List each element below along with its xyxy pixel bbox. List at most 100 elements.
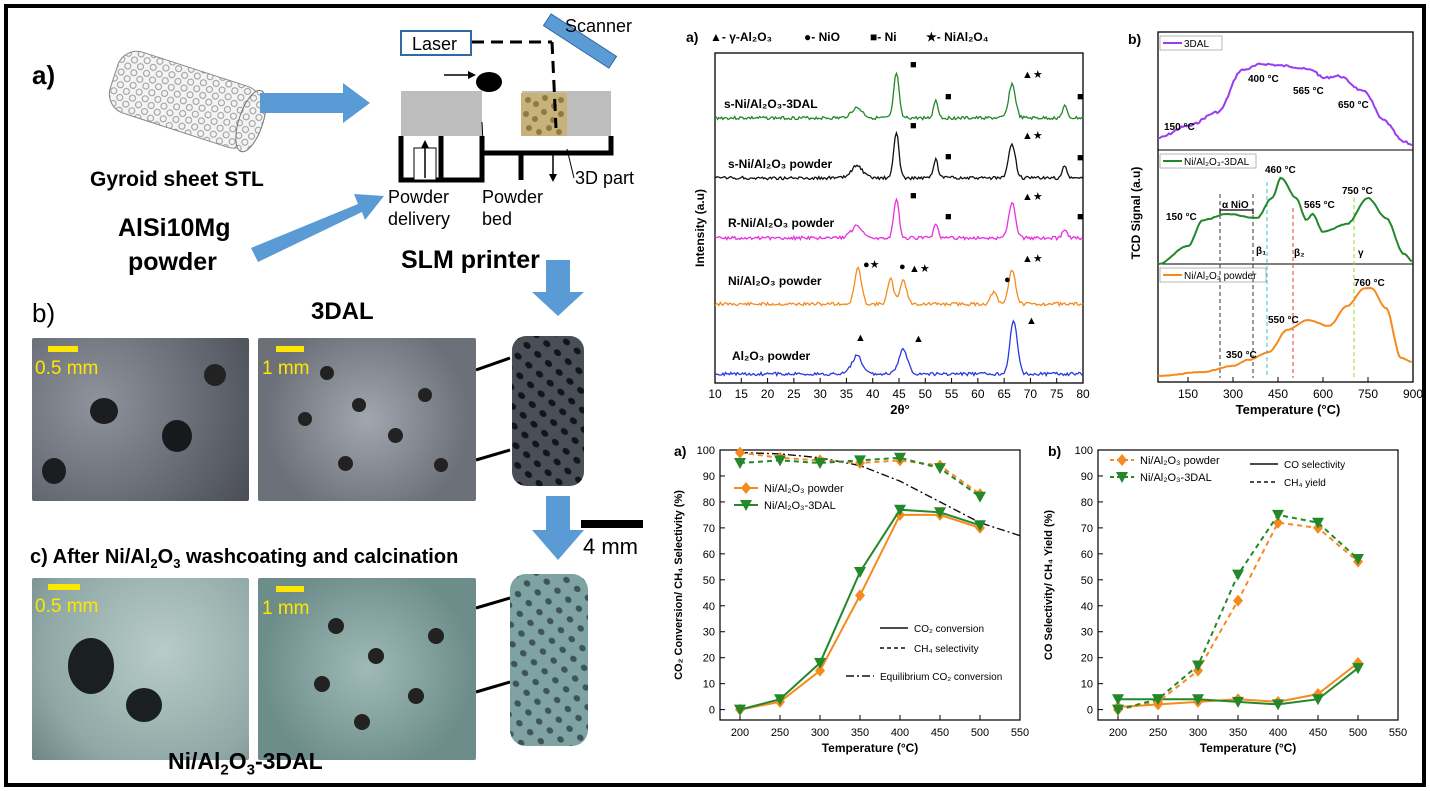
xrd-tick-label: 40 xyxy=(866,387,880,401)
x-tick-label: 200 xyxy=(731,727,749,739)
tpr-legend-3dal: 3DAL xyxy=(1184,39,1209,50)
triangle-marker xyxy=(1232,570,1244,581)
micrograph-3dal-low: 0.5 mm xyxy=(32,338,249,501)
svg-text:●★: ●★ xyxy=(863,259,880,271)
y-tick-label: 40 xyxy=(1081,601,1093,613)
x-tick-label: 550 xyxy=(1389,727,1407,739)
xrd-tick-label: 30 xyxy=(813,387,827,401)
y-tick-label: 20 xyxy=(703,653,715,665)
xrd-tick-label: 10 xyxy=(708,387,722,401)
xrd-x-ticks: 10 15 20 25 30 35 40 45 50 55 60 65 70 75 80 xyxy=(708,378,1090,401)
x-tick-label: 350 xyxy=(851,727,869,739)
tpr-tick-label: 450 xyxy=(1268,387,1288,401)
xrd-legend-nio: ●- NiO xyxy=(804,30,840,44)
xrd-tick-label: 25 xyxy=(787,387,801,401)
svg-text:■: ■ xyxy=(945,211,952,223)
style-legend-label: Equilibrium CO₂ conversion xyxy=(880,672,1002,683)
tpr-tick-label: 900 xyxy=(1403,387,1423,401)
xrd-panel-label: a) xyxy=(686,29,698,45)
3dal-title: 3DAL xyxy=(311,298,374,326)
y-tick-label: 10 xyxy=(703,679,715,691)
y-tick-label: 50 xyxy=(703,575,715,587)
panel-c-title: c) After Ni/Al2O3 washcoating and calcin… xyxy=(30,546,458,571)
y-axis-label: CO₂ Conversion/ CH₄ Selectivity (%) xyxy=(673,490,685,680)
tpr3-ann-350: 350 °C xyxy=(1226,350,1257,361)
xrd-plot: a) ▲- γ-Al₂O₃ ●- NiO ■- Ni ★- NiAl₂O₄ 10… xyxy=(668,8,1128,418)
y-tick-label: 10 xyxy=(1081,679,1093,691)
powder-bed-line1: Powder xyxy=(482,186,543,208)
powder-bed-label: Powder bed xyxy=(482,186,543,230)
y-tick-label: 90 xyxy=(703,471,715,483)
powder-delivery-label: Powder delivery xyxy=(388,186,450,230)
triangle-marker xyxy=(974,492,986,503)
tpr-ann-400: 400 °C xyxy=(1248,74,1279,85)
3dal-cylinder-photo xyxy=(476,330,596,510)
xrd-tick-label: 75 xyxy=(1050,387,1064,401)
tpr3-ann-550: 550 °C xyxy=(1268,315,1299,326)
xrd-series-label-0: s-Ni/Al₂O₃-3DAL xyxy=(724,97,818,111)
panel-c-label: c) xyxy=(30,546,48,568)
x-tick-label: 450 xyxy=(1309,727,1327,739)
y-tick-label: 70 xyxy=(703,523,715,535)
svg-text:■: ■ xyxy=(945,91,952,103)
tpr2-ann-beta1: β₁ xyxy=(1256,246,1266,257)
tpr-ann-565: 565 °C xyxy=(1293,86,1324,97)
tpr-tick-label: 600 xyxy=(1313,387,1333,401)
panel-b-label: b) xyxy=(32,298,55,329)
diamond-marker xyxy=(855,589,865,601)
xrd-tick-label: 45 xyxy=(892,387,906,401)
bottom-label-sub2: 3 xyxy=(247,762,255,779)
y-tick-label: 100 xyxy=(697,445,715,457)
micrograph-3dal-high: 1 mm xyxy=(258,338,476,501)
x-tick-label: 400 xyxy=(1269,727,1287,739)
c-title-sub1: 2 xyxy=(150,556,157,571)
style-legend-label: CH₄ yield xyxy=(1284,478,1326,489)
xrd-tick-label: 65 xyxy=(997,387,1011,401)
xrd-legend-gamma: ▲- γ-Al₂O₃ xyxy=(710,30,772,44)
y-tick-label: 20 xyxy=(1081,653,1093,665)
scanner-label: Scanner xyxy=(565,16,632,37)
svg-text:■: ■ xyxy=(1077,211,1084,223)
arrow-diagonal-icon xyxy=(251,194,384,262)
tpr2-ann-750: 750 °C xyxy=(1342,186,1373,197)
tpr2-ann-nio: α NiO xyxy=(1222,200,1249,211)
legend-label: Ni/Al₂O₃-3DAL xyxy=(1140,472,1212,484)
laser-label: Laser xyxy=(412,34,457,55)
xrd-series-label-3: Ni/Al₂O₃ powder xyxy=(728,274,822,288)
svg-text:■: ■ xyxy=(945,151,952,163)
style-legend-label: CO₂ conversion xyxy=(914,624,984,635)
tpr-ann-150: 150 °C xyxy=(1164,122,1195,133)
xrd-series-label-1: s-Ni/Al₂O₃ powder xyxy=(728,157,833,171)
y-tick-label: 30 xyxy=(703,627,715,639)
tpr-trace-ni-powder xyxy=(1158,288,1412,376)
y-tick-label: 90 xyxy=(1081,471,1093,483)
legend-marker xyxy=(1117,454,1127,466)
xrd-xlabel: 2θ° xyxy=(890,402,909,417)
series-line xyxy=(1118,515,1358,710)
svg-text:▲: ▲ xyxy=(855,332,866,344)
c-title-part1: After Ni/Al xyxy=(53,546,151,568)
xrd-ylabel: Intensity (a.u) xyxy=(693,189,707,267)
svg-text:●: ● xyxy=(1004,274,1011,286)
y-tick-label: 70 xyxy=(1081,523,1093,535)
co-selectivity-chart: b) 200 250 300 350 400 450 500 550 0 10 20 30 40 50 60 7… xyxy=(1038,428,1418,783)
xrd-tick-label: 70 xyxy=(1024,387,1038,401)
triangle-marker xyxy=(934,463,946,474)
scale-bar-0.5mm-c: 0.5 mm xyxy=(35,596,98,618)
svg-text:■: ■ xyxy=(910,59,917,71)
triangle-marker xyxy=(1352,554,1364,565)
x-tick-label: 200 xyxy=(1109,727,1127,739)
tpr3-ann-760: 760 °C xyxy=(1354,278,1385,289)
powder-delivery-line1: Powder xyxy=(388,186,450,208)
co2-conversion-chart: a) 200 250 300 350 400 450 500 550 0 10 20 30 40 50 60 7… xyxy=(668,428,1038,783)
style-legend-label: CO selectivity xyxy=(1284,460,1345,471)
x-tick-label: 250 xyxy=(1149,727,1167,739)
micrograph-ni-3dal-low: 0.5 mm xyxy=(32,578,249,760)
micrograph-ni-3dal-high: 1 mm xyxy=(258,578,476,760)
scale-bar-4mm: 4 mm xyxy=(583,534,638,560)
triangle-marker xyxy=(1272,510,1284,521)
bottom-label-sub1: 2 xyxy=(220,762,228,779)
svg-text:■: ■ xyxy=(1077,152,1084,164)
tpr2-ann-460: 460 °C xyxy=(1265,165,1296,176)
x-tick-label: 500 xyxy=(1349,727,1367,739)
